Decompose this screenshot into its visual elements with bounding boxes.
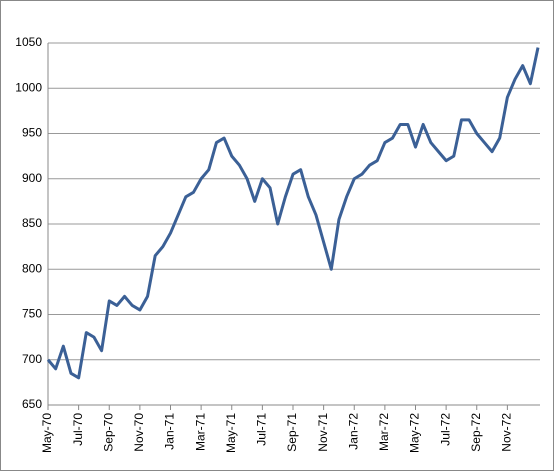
x-tick-label: Jan-71 (163, 413, 177, 450)
x-tick-label: Nov-71 (316, 413, 330, 452)
x-tick-label: Jan-72 (346, 413, 360, 450)
x-tick-label: Mar-72 (377, 413, 391, 451)
x-tick-label: Mar-71 (193, 413, 207, 451)
y-tick-label: 750 (22, 307, 42, 321)
x-tick-label: Sep-72 (469, 413, 483, 452)
x-tick-label: May-70 (40, 413, 54, 453)
x-tick-label: Jul-70 (71, 413, 85, 446)
y-tick-label: 1050 (15, 35, 42, 49)
y-tick-label: 700 (22, 352, 42, 366)
y-tick-label: 1000 (15, 80, 42, 94)
x-tick-label: Sep-70 (101, 413, 115, 452)
x-tick-label: May-71 (224, 413, 238, 453)
x-tick-label: Sep-71 (285, 413, 299, 452)
line-series (46, 47, 540, 380)
y-tick-label: 950 (22, 126, 42, 140)
x-tick-label: Jul-71 (255, 413, 269, 446)
y-tick-label: 800 (22, 261, 42, 275)
y-tick-label: 900 (22, 171, 42, 185)
y-tick-label: 850 (22, 216, 42, 230)
x-tick-label: May-72 (408, 413, 422, 453)
y-tick-label: 650 (22, 397, 42, 411)
x-tick-label: Jul-72 (438, 413, 452, 446)
x-tick-label: Nov-70 (132, 413, 146, 452)
x-tick-label: Nov-72 (500, 413, 514, 452)
